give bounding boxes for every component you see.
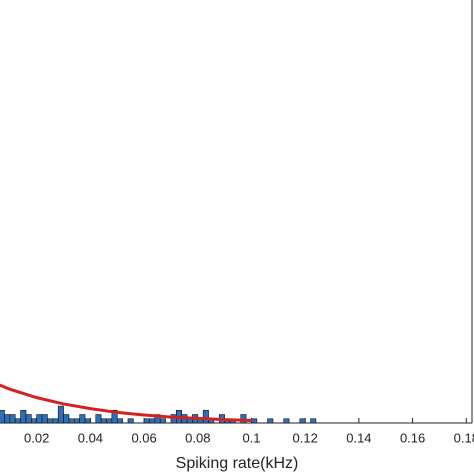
x-tick-label: 0.14 bbox=[346, 430, 371, 445]
x-tick-label: 0.06 bbox=[131, 430, 156, 445]
x-tick-label: 0.04 bbox=[78, 430, 103, 445]
bar bbox=[95, 414, 102, 424]
bar bbox=[47, 418, 54, 424]
bar bbox=[9, 414, 16, 424]
bar bbox=[79, 414, 86, 424]
bar bbox=[159, 418, 166, 424]
bar bbox=[31, 418, 37, 424]
bar bbox=[149, 418, 156, 424]
bar bbox=[14, 418, 21, 424]
x-axis-label: Spiking rate(kHz) bbox=[176, 455, 299, 472]
x-tick-label: 0.12 bbox=[293, 430, 318, 445]
bar bbox=[143, 418, 150, 424]
bar bbox=[100, 418, 107, 424]
bar bbox=[25, 414, 32, 424]
bar bbox=[41, 414, 48, 424]
bar bbox=[63, 414, 70, 424]
bar bbox=[0, 410, 5, 424]
bar bbox=[73, 418, 80, 424]
x-tick-label: 0.18 bbox=[454, 430, 474, 445]
bar bbox=[4, 414, 11, 424]
bar bbox=[111, 410, 118, 424]
fit-curve bbox=[0, 383, 253, 422]
bar bbox=[299, 418, 306, 424]
bar bbox=[310, 418, 317, 424]
x-tick-label: 0.1 bbox=[242, 430, 260, 445]
bar bbox=[20, 410, 27, 424]
bar bbox=[36, 414, 43, 424]
x-tick-label: 0.16 bbox=[400, 430, 425, 445]
bar bbox=[68, 418, 75, 424]
bar bbox=[127, 418, 134, 424]
bar bbox=[283, 418, 290, 424]
bar bbox=[267, 418, 274, 424]
bar bbox=[52, 418, 59, 424]
x-tick-label: 0.08 bbox=[185, 430, 210, 445]
bar bbox=[84, 418, 91, 424]
bar bbox=[202, 410, 209, 424]
bar bbox=[106, 418, 113, 424]
bar bbox=[57, 405, 64, 424]
bar bbox=[116, 418, 123, 424]
x-tick-label: 0.02 bbox=[24, 430, 49, 445]
